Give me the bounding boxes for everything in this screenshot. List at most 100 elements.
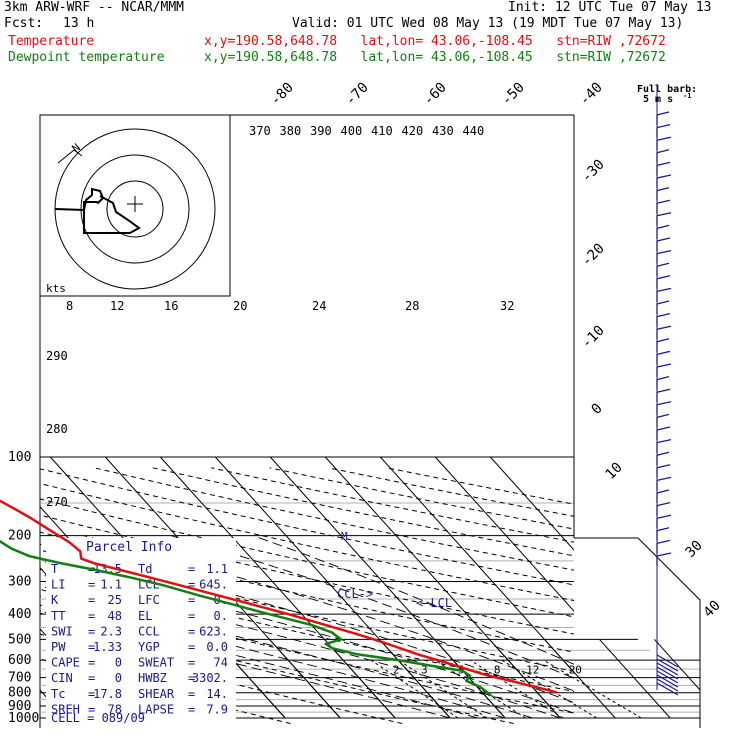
wind-barb	[656, 658, 679, 672]
wind-barb	[656, 489, 670, 494]
isotherm	[379, 456, 574, 673]
parcel-equals: =	[88, 702, 95, 716]
parcel-field-value: 0.	[214, 609, 228, 623]
temperature-tick-label: 10	[603, 460, 626, 483]
temperature-tick-label: -80	[268, 80, 297, 109]
dewpoint-legend-label: Dewpoint temperature	[8, 50, 165, 65]
parcel-field-value: 1.33	[93, 640, 122, 654]
theta-label: 410	[371, 124, 393, 138]
wind-barb	[656, 363, 672, 368]
temperature-tick-label: -50	[499, 80, 528, 109]
parcel-field-value: 1.1	[100, 578, 122, 592]
parcel-equals: =	[88, 671, 95, 685]
parcel-field-name: YGP	[138, 640, 160, 654]
moist-adiabat	[252, 535, 574, 665]
moist-adiabat	[40, 604, 478, 719]
parcel-equals: =	[188, 640, 195, 654]
parcel-field-value: 0.0	[206, 640, 228, 654]
parcel-field-value: 2.3	[100, 624, 122, 638]
parcel-field-value: 25	[108, 593, 122, 607]
parcel-field-name: Td	[138, 562, 152, 576]
parcel-field-name: K	[51, 593, 59, 607]
wind-barb	[656, 451, 670, 456]
parcel-equals: =	[188, 562, 195, 576]
theta-label: 370	[249, 124, 271, 138]
wind-barb	[656, 161, 671, 167]
parcel-field-value: 78	[108, 702, 122, 716]
parcel-field-name: CIN	[51, 671, 73, 685]
parcel-field-name: LAPSE	[138, 702, 174, 716]
parcel-equals: =	[188, 702, 195, 716]
dry-adiabat	[40, 468, 574, 586]
wind-barb	[656, 413, 670, 419]
wind-barb	[656, 350, 671, 356]
right-frame-lower	[574, 537, 701, 728]
wind-legend-title: Full barb:	[637, 84, 697, 95]
model-title: 3km ARW-WRF -- NCAR/MMM	[4, 0, 185, 15]
mixing-ratio-label: 20	[569, 664, 582, 677]
dewpoint-point-info: x,y=190.58,648.78 lat,lon= 43.06,-108.45…	[204, 50, 666, 65]
parcel-field-name: SWI	[51, 624, 73, 638]
wind-barb	[656, 149, 670, 154]
forecast-hour: 13 h	[63, 16, 95, 31]
pressure-tick-label: 700	[8, 671, 31, 686]
parcel-field-name: PW	[51, 640, 66, 654]
pressure-tick-label: 200	[8, 529, 31, 544]
hodograph-speed-label: 24	[312, 299, 326, 313]
parcel-field-name: LFC	[138, 593, 160, 607]
parcel-field-name: EL	[138, 609, 152, 623]
parcel-field-value: 0	[115, 656, 122, 670]
pressure-tick-label: 1000	[8, 711, 39, 726]
wind-barb	[656, 438, 672, 444]
parcel-equals: =	[88, 609, 95, 623]
wind-barb	[656, 224, 670, 230]
hodograph-speed-label: 32	[500, 299, 514, 313]
mixing-ratio-line	[469, 659, 564, 719]
parcel-equals: =	[188, 656, 195, 670]
isotherm	[324, 639, 396, 719]
north-arrow	[57, 149, 83, 164]
valid-time: Valid: 01 UTC Wed 08 May 13 (19 MDT Tue …	[292, 16, 684, 31]
temperature-tick-label: -30	[579, 157, 608, 186]
moist-adiabat	[40, 573, 561, 719]
wind-barb	[656, 375, 670, 381]
parcel-field-name: LI	[51, 578, 65, 592]
parcel-equals: =	[88, 624, 95, 638]
wind-barb	[656, 186, 670, 192]
parcel-field-value: 3302.	[192, 671, 228, 685]
parcel-equals: =	[88, 578, 95, 592]
wind-barb	[656, 300, 670, 305]
parcel-equals: =	[88, 593, 95, 607]
parcel-field-value: 17.8	[93, 687, 122, 701]
mixing-ratio-label: 2	[393, 664, 400, 677]
wind-barb	[656, 682, 679, 696]
temperature-tick-label: -40	[577, 80, 606, 109]
parcel-equals: =	[188, 578, 195, 592]
dry-adiabat	[94, 467, 574, 571]
wind-barb	[656, 325, 672, 330]
wind-barb	[656, 552, 672, 557]
wind-barb	[656, 527, 670, 532]
wind-barb	[656, 476, 672, 482]
wind-barb	[656, 249, 672, 255]
temperature-tick-label: -10	[579, 323, 608, 352]
theta-label: 420	[402, 124, 424, 138]
wind-barb	[656, 501, 671, 507]
temperature-tick-label: 30	[683, 538, 706, 561]
wind-barb	[656, 666, 679, 680]
theta-left-label: 280	[46, 422, 68, 436]
parcel-info-box	[46, 538, 236, 728]
temperature-tick-label: 40	[701, 598, 724, 621]
hodograph-ring	[106, 180, 164, 238]
dry-adiabat	[40, 549, 574, 672]
hodograph-speed-label: 12	[110, 299, 124, 313]
wind-barb	[656, 123, 671, 129]
parcel-equals: =	[188, 624, 195, 638]
isotherm	[489, 456, 574, 551]
wind-barb	[656, 338, 670, 343]
hodograph-units: kts	[46, 282, 66, 295]
parcel-field-name: SHEAR	[138, 687, 175, 701]
hodograph-speed-label: 28	[405, 299, 419, 313]
ccl-marker: CCL->	[337, 587, 373, 601]
temperature-point-info: x,y=190.58,648.78 lat,lon= 43.06,-108.45…	[204, 34, 666, 49]
